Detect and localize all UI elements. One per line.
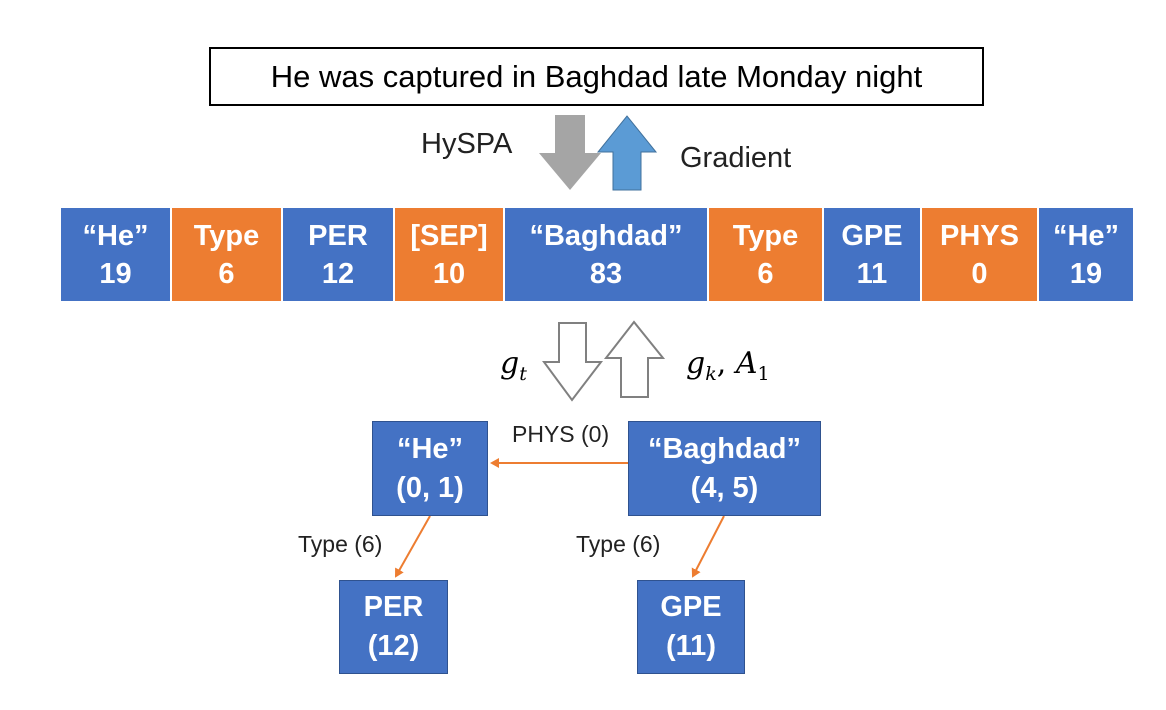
seq-token-text: PER — [308, 219, 368, 252]
hyspa-down-arrow — [539, 115, 601, 190]
seq-token-he-1: “He” 19 — [61, 208, 172, 301]
node-gpe: GPE (11) — [637, 580, 745, 674]
seq-token-text: “He” — [82, 219, 149, 252]
edge-label-type-baghdad: Type (6) — [576, 531, 661, 557]
seq-token-text: “He” — [1052, 219, 1120, 252]
seq-token-text: [SEP] — [410, 219, 488, 252]
seq-token-id: 19 — [1069, 257, 1103, 290]
seq-token-text: Type — [732, 219, 799, 252]
seq-token-id: 11 — [856, 257, 888, 290]
node-per: PER (12) — [339, 580, 448, 674]
seq-token-id: 6 — [757, 257, 774, 290]
input-sentence-box: He was captured in Baghdad late Monday n… — [209, 47, 984, 106]
seq-token-baghdad: “Baghdad” 83 — [505, 208, 709, 301]
linearized-sequence: “He” 19 Type 6 PER 12 [SEP] 10 “Baghdad”… — [61, 208, 1133, 301]
input-sentence: He was captured in Baghdad late Monday n… — [270, 58, 923, 94]
hyspa-label: HySPA — [421, 128, 513, 160]
edge-label-type-he: Type (6) — [298, 531, 383, 557]
seq-token-type-2: Type 6 — [709, 208, 824, 301]
gk-up-arrow — [603, 320, 666, 398]
edge-label-phys: PHYS (0) — [512, 421, 610, 447]
seq-token-text: Type — [193, 219, 260, 252]
seq-token-he-2: “He” 19 — [1039, 208, 1133, 301]
seq-token-text: “Baghdad” — [529, 219, 683, 252]
seq-token-text: PHYS — [940, 219, 1019, 252]
edge-type-baghdad — [691, 515, 725, 578]
edge-type-he — [395, 515, 431, 578]
seq-token-per: PER 12 — [283, 208, 395, 301]
seq-token-type-1: Type 6 — [172, 208, 283, 301]
seq-token-sep: [SEP] 10 — [395, 208, 505, 301]
gk-a1-label: gk, A1 — [686, 346, 770, 385]
node-he: “He” (0, 1) — [372, 421, 488, 516]
seq-token-id: 10 — [432, 257, 466, 290]
seq-token-id: 19 — [99, 257, 132, 290]
gradient-up-arrow — [596, 115, 658, 191]
seq-token-phys: PHYS 0 — [922, 208, 1039, 301]
seq-token-id: 83 — [589, 257, 623, 290]
gradient-label: Gradient — [680, 142, 792, 174]
gt-down-arrow — [542, 322, 604, 402]
seq-token-id: 12 — [321, 257, 355, 290]
gt-label: gt — [500, 346, 527, 385]
seq-token-id: 0 — [971, 257, 988, 290]
node-baghdad: “Baghdad” (4, 5) — [628, 421, 821, 516]
seq-token-gpe: GPE 11 — [824, 208, 922, 301]
seq-token-text: GPE — [841, 219, 903, 252]
seq-token-id: 6 — [218, 257, 235, 290]
